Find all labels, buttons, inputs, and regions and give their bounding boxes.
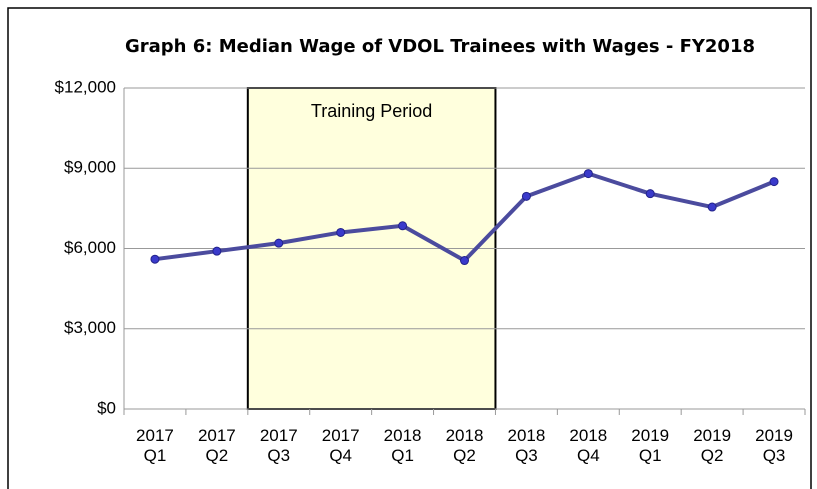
y-tick-label: $3,000 [64, 318, 116, 337]
data-point [336, 227, 346, 237]
annotation-label: Training Period [311, 101, 432, 121]
chart-title: Graph 6: Median Wage of VDOL Trainees wi… [125, 36, 755, 57]
data-point [150, 254, 160, 264]
y-tick-label: $9,000 [64, 158, 116, 177]
x-tick-label: 2017 Q2 [197, 426, 236, 465]
data-point [212, 246, 222, 256]
y-tick-label: $6,000 [64, 238, 116, 257]
x-tick-label: 2018 Q2 [445, 426, 484, 465]
data-point [398, 221, 408, 231]
x-tick-label: 2017 Q1 [136, 426, 174, 465]
data-point [769, 177, 779, 187]
x-tick-label: 2018 Q4 [569, 426, 608, 465]
x-tick-label: 2017 Q4 [321, 426, 360, 465]
x-tick-label: 2018 Q3 [507, 426, 546, 465]
x-tick-label: 2019 Q2 [693, 426, 732, 465]
data-point [583, 169, 593, 179]
x-tick-label: 2018 Q1 [383, 426, 422, 465]
data-point [645, 189, 655, 199]
x-tick-label: 2017 Q3 [259, 426, 298, 465]
data-point [707, 202, 717, 212]
data-point [521, 191, 531, 201]
data-point [460, 256, 469, 266]
x-tick-label: 2019 Q3 [755, 426, 793, 465]
x-tick-label: 2019 Q1 [631, 426, 670, 465]
data-point [274, 238, 284, 248]
y-tick-label: $0 [97, 398, 116, 417]
frame [7, 7, 812, 489]
y-tick-label: $12,000 [55, 77, 116, 96]
